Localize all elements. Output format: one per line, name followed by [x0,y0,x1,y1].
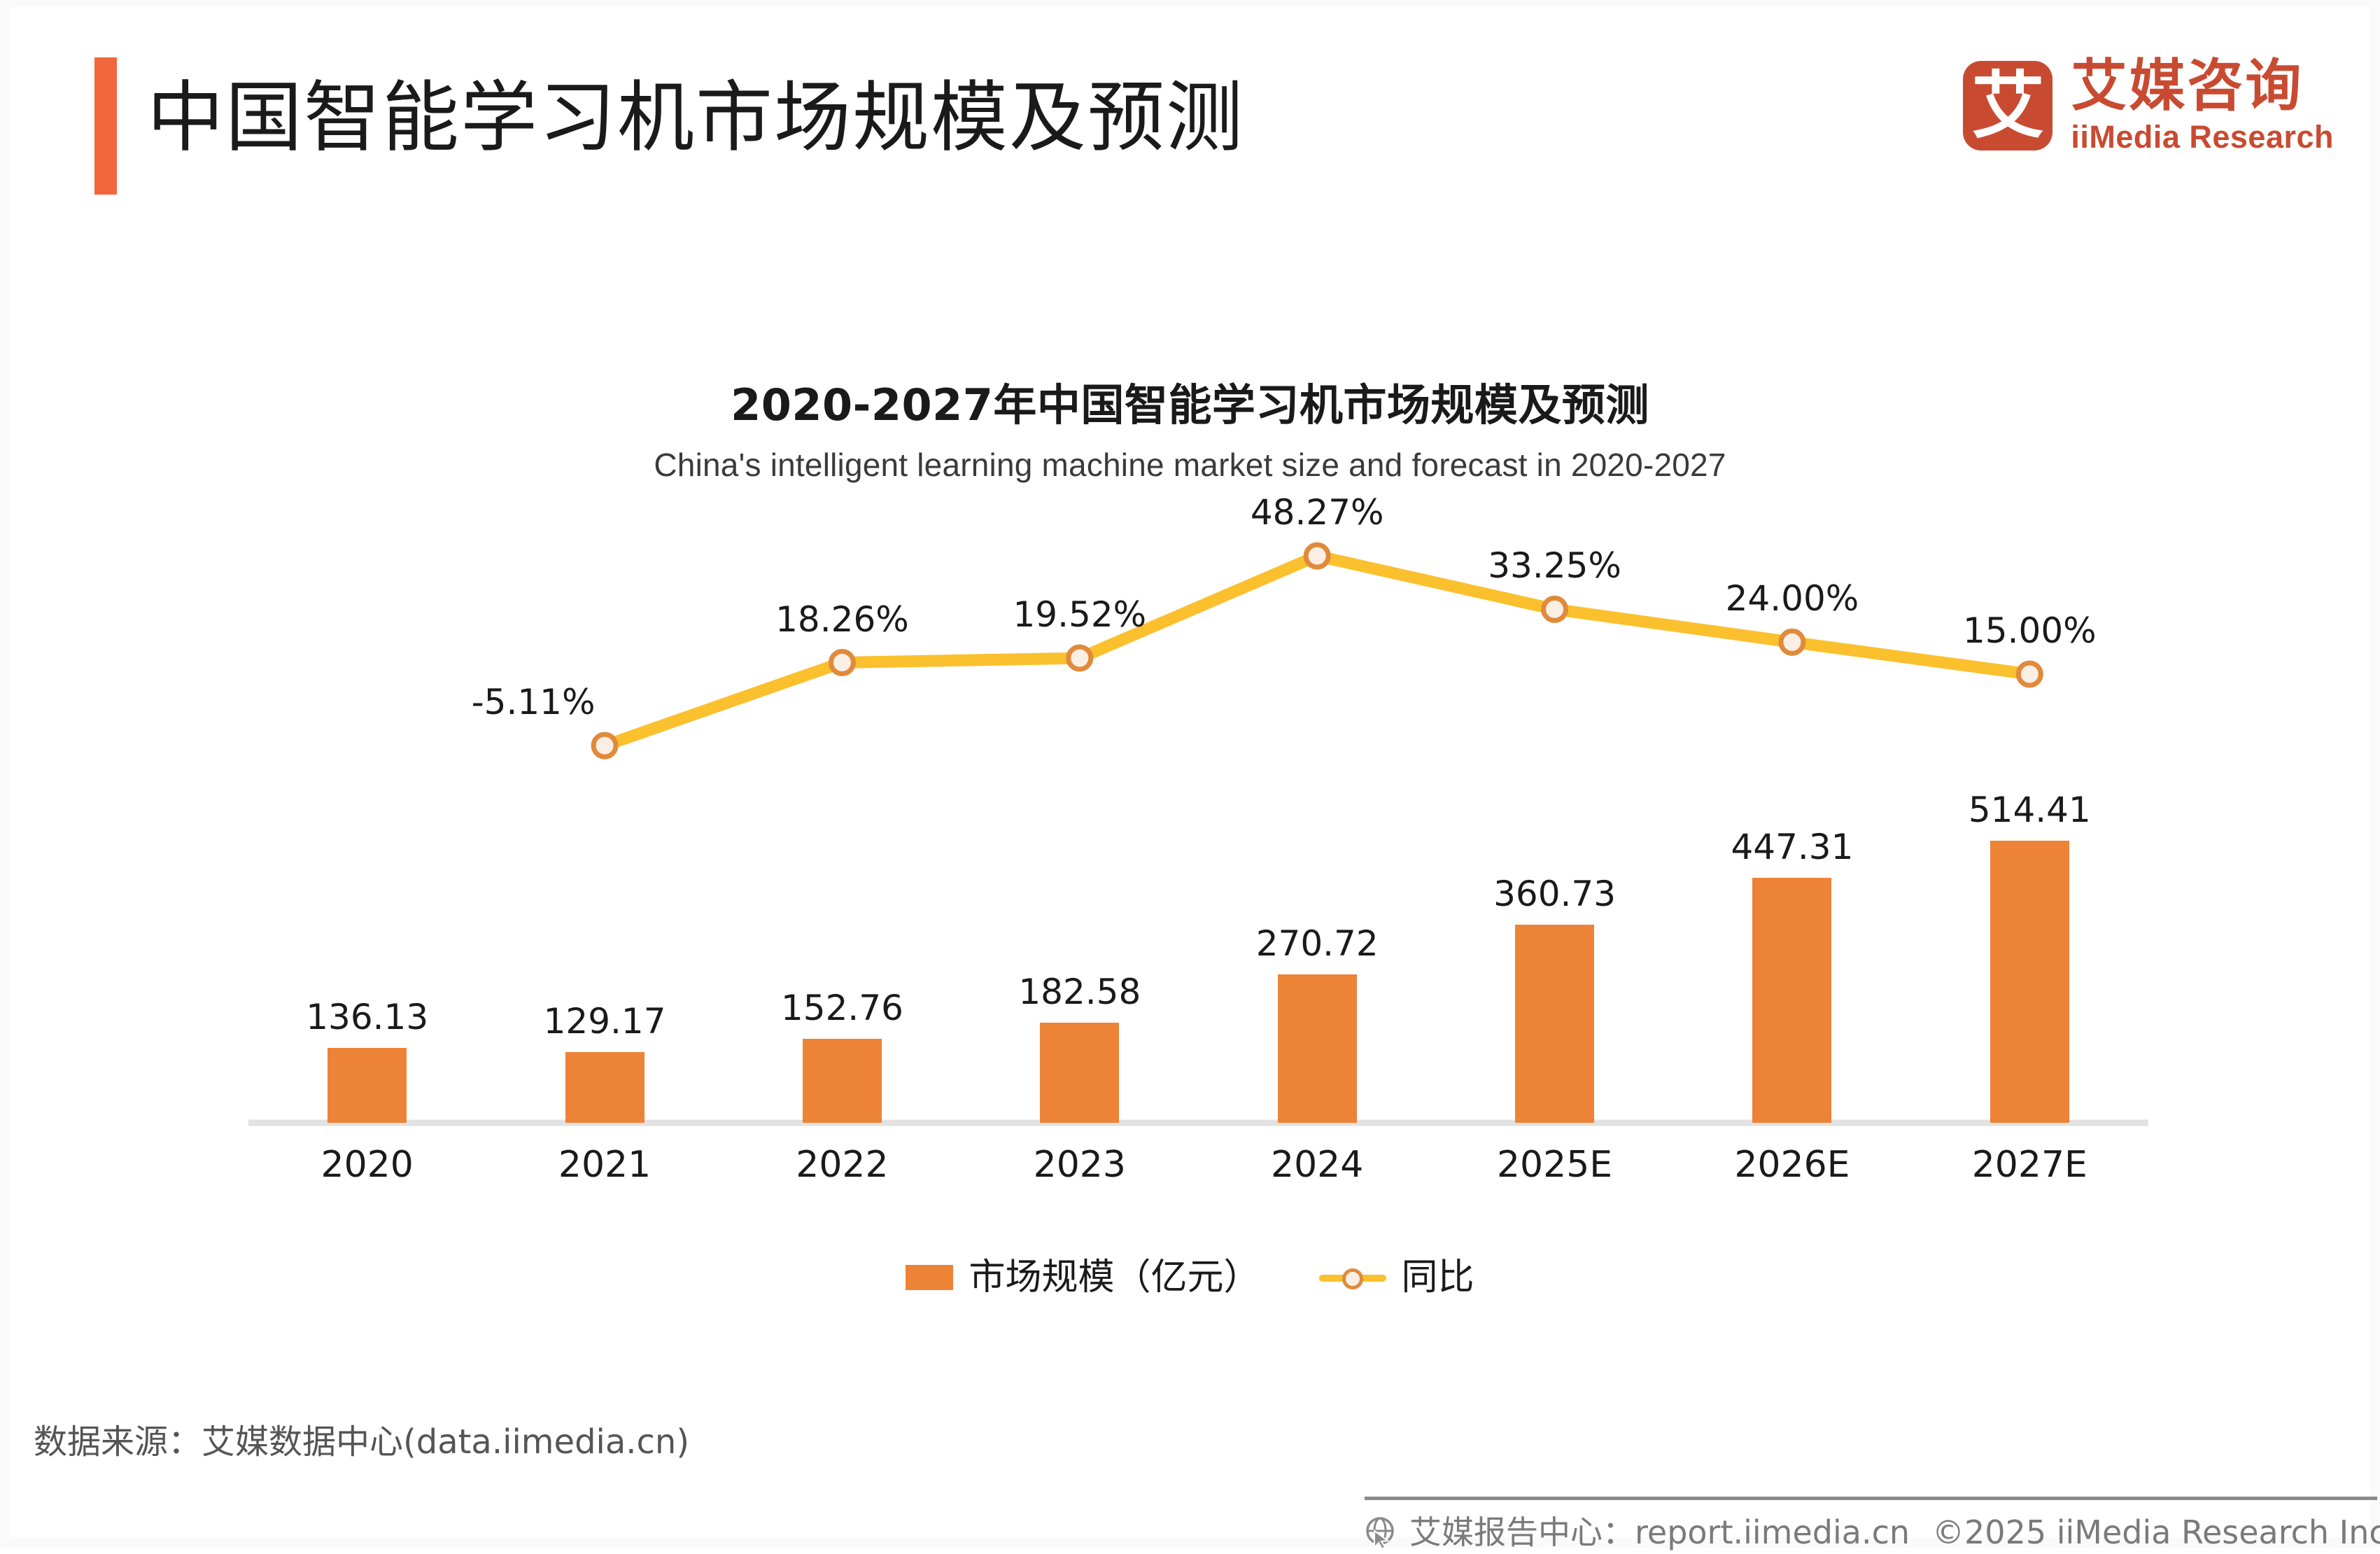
yoy-marker-2024 [1303,542,1331,570]
bar-2024 [1277,974,1357,1123]
bar-2026E [1752,878,1832,1123]
yoy-value-label-2021: -5.11% [471,682,596,723]
yoy-marker-group [591,542,2043,760]
brand-name-en: iiMedia Research [2071,119,2334,155]
yoy-marker-2021 [591,732,619,760]
chart-block: 2020-2027年中国智能学习机市场规模及预测 China's intelli… [10,378,2370,1309]
brand-logo-text: 艾媒咨询 iiMedia Research [2071,56,2334,155]
slide-canvas: 中国智能学习机市场规模及预测 艾 艾媒咨询 iiMedia Research 2… [10,7,2380,1551]
yoy-value-label-2026E: 24.00% [1725,578,1859,620]
bar-2021 [565,1052,645,1123]
bar-2023 [1040,1023,1120,1123]
footer-report-center[interactable]: 艾媒报告中心：report.iimedia.cn [1409,1513,1910,1551]
yoy-marker-2025E [1541,595,1569,623]
bar-2027E [1990,841,2069,1123]
brand-name-cn: 艾媒咨询 [2071,53,2304,118]
yoy-marker-2027E [2015,660,2043,688]
chart-line-layer [248,542,2148,1126]
yoy-marker-2026E [1778,628,1806,656]
yoy-value-label-2023: 19.52% [1013,594,1147,636]
iimedia-logo-mark-icon: 艾 [1963,61,2053,150]
x-axis-label-2020: 2020 [321,1144,414,1186]
legend-bar-swatch-icon [906,1265,954,1290]
bar-value-label-2027E: 514.41 [1968,790,2091,830]
yoy-marker-2023 [1066,644,1094,672]
footer-copyright: ©2025 iiMedia Research Inc [1932,1513,2380,1551]
footer-bar: 艾媒报告中心：report.iimedia.cn ©2025 iiMedia R… [1365,1511,2380,1554]
yoy-marker-2022 [828,649,856,677]
bar-value-label-2021: 129.17 [543,1001,666,1042]
x-axis-label-2026E: 2026E [1734,1144,1850,1186]
legend-line-swatch-icon [1318,1265,1386,1290]
legend-item-market-size[interactable]: 市场规模（亿元） [906,1256,1260,1298]
chart-plot-area: 136.13 129.17 152.76 182.58 270.72 360.73 447.… [10,493,2370,1186]
bar-value-label-2020: 136.13 [306,997,429,1037]
x-axis-label-2021: 2021 [558,1144,652,1186]
yoy-value-label-2024: 48.27% [1250,492,1384,533]
chart-title: 2020-2027年中国智能学习机市场规模及预测 [731,379,1649,430]
data-source-note: 数据来源：艾媒数据中心(data.iimedia.cn) [34,1422,690,1462]
chart-subtitle: China's intelligent learning machine mar… [654,447,1726,483]
title-accent-bar [94,57,117,195]
x-axis-label-2024: 2024 [1271,1144,1364,1186]
legend-label-yoy: 同比 [1401,1256,1474,1298]
bar-2022 [802,1039,882,1123]
globe-cursor-icon [1366,1517,1394,1549]
bar-value-label-2023: 182.58 [1018,972,1141,1012]
footer-divider [1365,1497,2377,1500]
bar-value-label-2024: 270.72 [1255,923,1379,964]
page-title: 中国智能学习机市场规模及预测 [147,73,1244,162]
x-axis-label-2023: 2023 [1033,1144,1126,1186]
brand-logo: 艾 艾媒咨询 iiMedia Research [1963,56,2334,155]
slide-header: 中国智能学习机市场规模及预测 艾 艾媒咨询 iiMedia Research [10,7,2370,217]
chart-legend: 市场规模（亿元） 同比 [10,1256,2370,1298]
bar-2025E [1515,925,1595,1123]
legend-item-yoy[interactable]: 同比 [1318,1256,1474,1298]
bar-value-label-2025E: 360.73 [1493,874,1617,914]
x-axis-label-2027E: 2027E [1971,1144,2087,1186]
x-axis-label-2025E: 2025E [1496,1144,1613,1186]
bar-value-label-2026E: 447.31 [1731,827,1854,867]
x-axis-label-2022: 2022 [796,1144,889,1186]
bar-2020 [328,1048,407,1123]
yoy-value-label-2027E: 15.00% [1962,610,2097,652]
legend-label-market-size: 市场规模（亿元） [969,1256,1260,1298]
yoy-value-label-2022: 18.26% [775,598,909,640]
yoy-value-label-2025E: 33.25% [1488,545,1621,587]
bar-value-label-2022: 152.76 [780,988,903,1028]
